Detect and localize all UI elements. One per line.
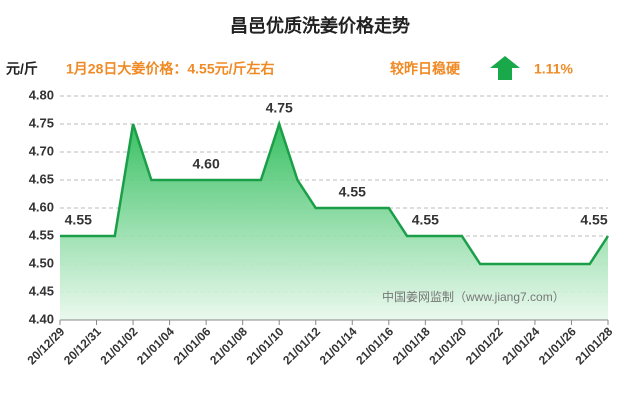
y-tick-label: 4.65 — [29, 171, 54, 186]
x-tick-label: 21/01/18 — [390, 324, 433, 367]
y-tick-label: 4.70 — [29, 143, 54, 158]
data-label: 4.55 — [65, 212, 92, 228]
x-tick-label: 20/12/29 — [24, 324, 67, 367]
y-tick-label: 4.55 — [29, 227, 54, 242]
data-label: 4.55 — [339, 184, 366, 200]
price-note: 1月28日大姜价格：4.55元/斤左右 — [66, 61, 275, 77]
y-tick-label: 4.40 — [29, 311, 54, 326]
y-axis-label: 元/斤 — [6, 61, 38, 77]
x-tick-label: 21/01/16 — [353, 324, 396, 367]
area — [60, 124, 608, 320]
x-tick-label: 21/01/10 — [244, 324, 287, 367]
line — [60, 119, 610, 266]
x-tick-label: 21/01/08 — [207, 324, 250, 367]
y-tick-label: 4.50 — [29, 255, 54, 270]
y-tick-label: 4.45 — [29, 283, 54, 298]
plot-area: 4.40 4.45 4.50 4.55 4.60 4.65 4.70 4.75 4.80 20/1… — [24, 87, 615, 367]
x-tick-label: 21/01/22 — [463, 324, 506, 367]
watermark: 中国姜网监制（www.jiang7.com） — [382, 289, 565, 304]
x-tick-label: 21/01/24 — [499, 324, 542, 367]
chart-title: 昌邑优质洗姜价格走势 — [230, 15, 410, 36]
x-tick-label: 21/01/12 — [280, 324, 323, 367]
data-label: 4.75 — [266, 100, 293, 116]
up-arrow — [490, 56, 520, 80]
x-tick-label: 21/01/26 — [536, 324, 579, 367]
x-tick-label: 21/01/06 — [171, 324, 214, 367]
data-label: 4.55 — [412, 212, 439, 228]
data-label: 4.55 — [580, 212, 607, 228]
y-tick-label: 4.80 — [29, 87, 54, 102]
x-tick-label: 21/01/04 — [134, 324, 177, 367]
x-tick-label: 21/01/28 — [572, 324, 615, 367]
x-tick-label: 21/01/02 — [97, 324, 140, 367]
data-label: 4.60 — [193, 156, 220, 172]
x-tick-label: 21/01/14 — [317, 324, 360, 367]
x-tick-label: 20/12/31 — [61, 324, 104, 367]
change-note: 较昨日稳硬 — [390, 61, 461, 77]
y-tick-label: 4.60 — [29, 199, 54, 214]
x-tick-label: 21/01/20 — [426, 324, 469, 367]
y-tick-label: 4.75 — [29, 115, 54, 130]
change-value: 1.11% — [534, 61, 573, 77]
